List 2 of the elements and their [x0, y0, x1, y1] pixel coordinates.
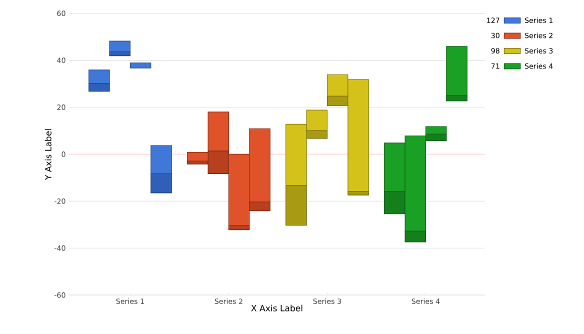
y-axis-title: Y Axis Label	[44, 129, 52, 180]
x-axis-title: X Axis Label	[251, 304, 302, 312]
